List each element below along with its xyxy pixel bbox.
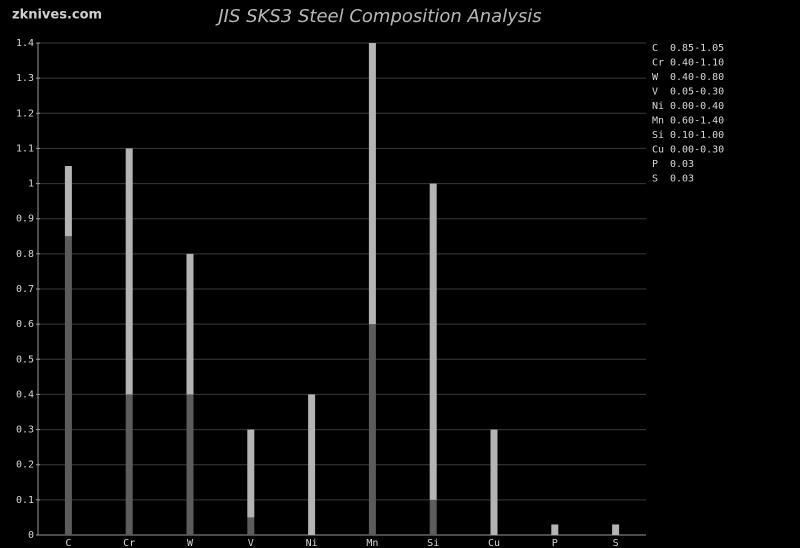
- legend-name: W: [652, 72, 659, 83]
- legend-value: 0.60-1.40: [670, 116, 724, 127]
- x-tick-label: Cu: [488, 538, 500, 548]
- legend-name: Cr: [652, 58, 664, 69]
- legend-name: C: [652, 43, 658, 54]
- bar-lower: [125, 394, 133, 535]
- y-tick-label: 0.9: [16, 214, 34, 225]
- legend-name: P: [652, 159, 658, 170]
- watermark: zknives.com: [12, 8, 102, 23]
- bar-lower: [368, 324, 376, 535]
- legend-value: 0.85-1.05: [670, 43, 724, 54]
- bar-lower: [247, 517, 255, 535]
- legend-name: S: [652, 174, 658, 185]
- x-tick-label: W: [187, 538, 194, 548]
- y-tick-label: 1.2: [16, 108, 34, 119]
- y-tick-label: 1.4: [16, 38, 34, 49]
- legend-value: 0.03: [670, 159, 694, 170]
- y-tick-label: 0.8: [16, 249, 34, 260]
- bar-lower: [186, 394, 194, 535]
- bar-upper: [64, 166, 72, 237]
- y-tick-label: 0.5: [16, 354, 34, 365]
- chart-title: JIS SKS3 Steel Composition Analysis: [215, 6, 541, 27]
- x-tick-label: V: [248, 538, 254, 548]
- legend-value: 0.00-0.40: [670, 101, 724, 112]
- x-tick-label: Ni: [306, 538, 318, 548]
- bar-upper: [368, 43, 376, 325]
- x-tick-label: Cr: [123, 538, 135, 548]
- bar-upper: [247, 429, 255, 518]
- legend-value: 0.10-1.00: [670, 130, 724, 141]
- legend-name: Ni: [652, 101, 664, 112]
- legend-value: 0.40-1.10: [670, 58, 724, 69]
- y-tick-label: 1.3: [16, 73, 34, 84]
- x-tick-label: Si: [427, 538, 439, 548]
- bar-upper: [551, 524, 559, 535]
- legend-value: 0.00-0.30: [670, 145, 724, 156]
- bar-upper: [308, 394, 316, 535]
- legend-value: 0.03: [670, 174, 694, 185]
- legend-name: V: [652, 87, 658, 98]
- y-tick-label: 1.1: [16, 143, 34, 154]
- y-tick-label: 0.6: [16, 319, 34, 330]
- legend-name: Si: [652, 130, 664, 141]
- x-tick-label: Mn: [366, 538, 378, 548]
- y-tick-label: 0.7: [16, 284, 34, 295]
- bar-upper: [125, 148, 133, 395]
- bar-lower: [429, 499, 437, 535]
- bar-upper: [490, 429, 498, 535]
- bar-upper: [186, 253, 194, 395]
- y-tick-label: 0: [28, 530, 34, 541]
- legend-name: Cu: [652, 145, 664, 156]
- y-tick-label: 1: [28, 179, 34, 190]
- x-tick-label: P: [552, 538, 558, 548]
- legend-value: 0.40-0.80: [670, 72, 724, 83]
- x-tick-label: S: [613, 538, 619, 548]
- y-tick-label: 0.4: [16, 389, 34, 400]
- y-tick-label: 0.2: [16, 460, 34, 471]
- x-tick-label: C: [65, 538, 71, 548]
- legend-value: 0.05-0.30: [670, 87, 724, 98]
- y-tick-label: 0.1: [16, 495, 34, 506]
- legend-name: Mn: [652, 116, 664, 127]
- bar-upper: [612, 524, 620, 535]
- y-tick-label: 0.3: [16, 425, 34, 436]
- bar-upper: [429, 183, 437, 500]
- bar-lower: [64, 236, 72, 536]
